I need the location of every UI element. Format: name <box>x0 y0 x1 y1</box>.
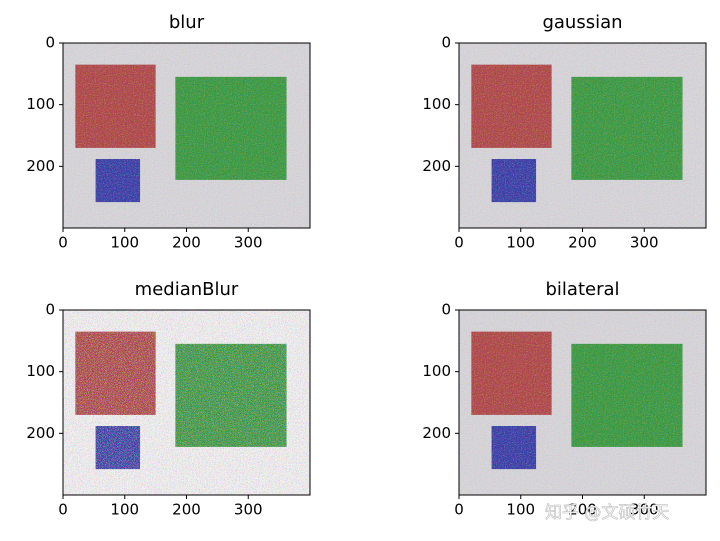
image <box>63 43 310 228</box>
x-tick-label: 200 <box>568 501 597 519</box>
y-tick-label: 0 <box>45 301 55 319</box>
x-tick-label: 200 <box>568 234 597 252</box>
subplot-title: gaussian <box>542 12 622 33</box>
y-tick-label: 0 <box>441 301 451 319</box>
y-tick-label: 100 <box>422 95 451 113</box>
y-tick-label: 0 <box>441 34 451 52</box>
x-tick-label: 100 <box>506 234 535 252</box>
y-tick-label: 0 <box>45 34 55 52</box>
image-shape <box>491 425 537 470</box>
x-tick-label: 200 <box>172 501 201 519</box>
image-shape <box>471 64 552 148</box>
x-tick-label: 300 <box>630 234 659 252</box>
image-shape <box>75 64 156 148</box>
x-tick-label: 300 <box>234 501 263 519</box>
watermark: 知乎 @文硕竹天 <box>545 503 669 523</box>
x-tick-label: 300 <box>234 234 263 252</box>
image <box>63 310 310 495</box>
y-tick-label: 200 <box>26 424 55 442</box>
image-shape <box>471 331 552 415</box>
x-tick-label: 200 <box>172 234 201 252</box>
image-shape <box>175 76 287 180</box>
image-shape <box>491 158 537 203</box>
subplot-title: medianBlur <box>135 279 239 300</box>
x-tick-label: 0 <box>454 501 464 519</box>
y-tick-label: 100 <box>26 362 55 380</box>
image-shape <box>571 76 683 180</box>
image-shape <box>571 343 683 447</box>
y-tick-label: 200 <box>422 424 451 442</box>
y-tick-label: 200 <box>422 157 451 175</box>
image-shape <box>175 343 287 447</box>
subplot-title: blur <box>169 12 205 33</box>
image-shape <box>95 158 141 203</box>
y-tick-label: 100 <box>422 362 451 380</box>
image-shape <box>95 425 141 470</box>
x-tick-label: 0 <box>454 234 464 252</box>
image <box>459 43 706 228</box>
x-tick-label: 100 <box>110 501 139 519</box>
y-tick-label: 200 <box>26 157 55 175</box>
x-tick-label: 100 <box>110 234 139 252</box>
image-shape <box>75 331 156 415</box>
x-tick-label: 100 <box>506 501 535 519</box>
x-tick-label: 0 <box>58 501 68 519</box>
subplot-title: bilateral <box>545 279 619 300</box>
x-tick-label: 300 <box>630 501 659 519</box>
y-tick-label: 100 <box>26 95 55 113</box>
x-tick-label: 0 <box>58 234 68 252</box>
image <box>459 310 706 495</box>
